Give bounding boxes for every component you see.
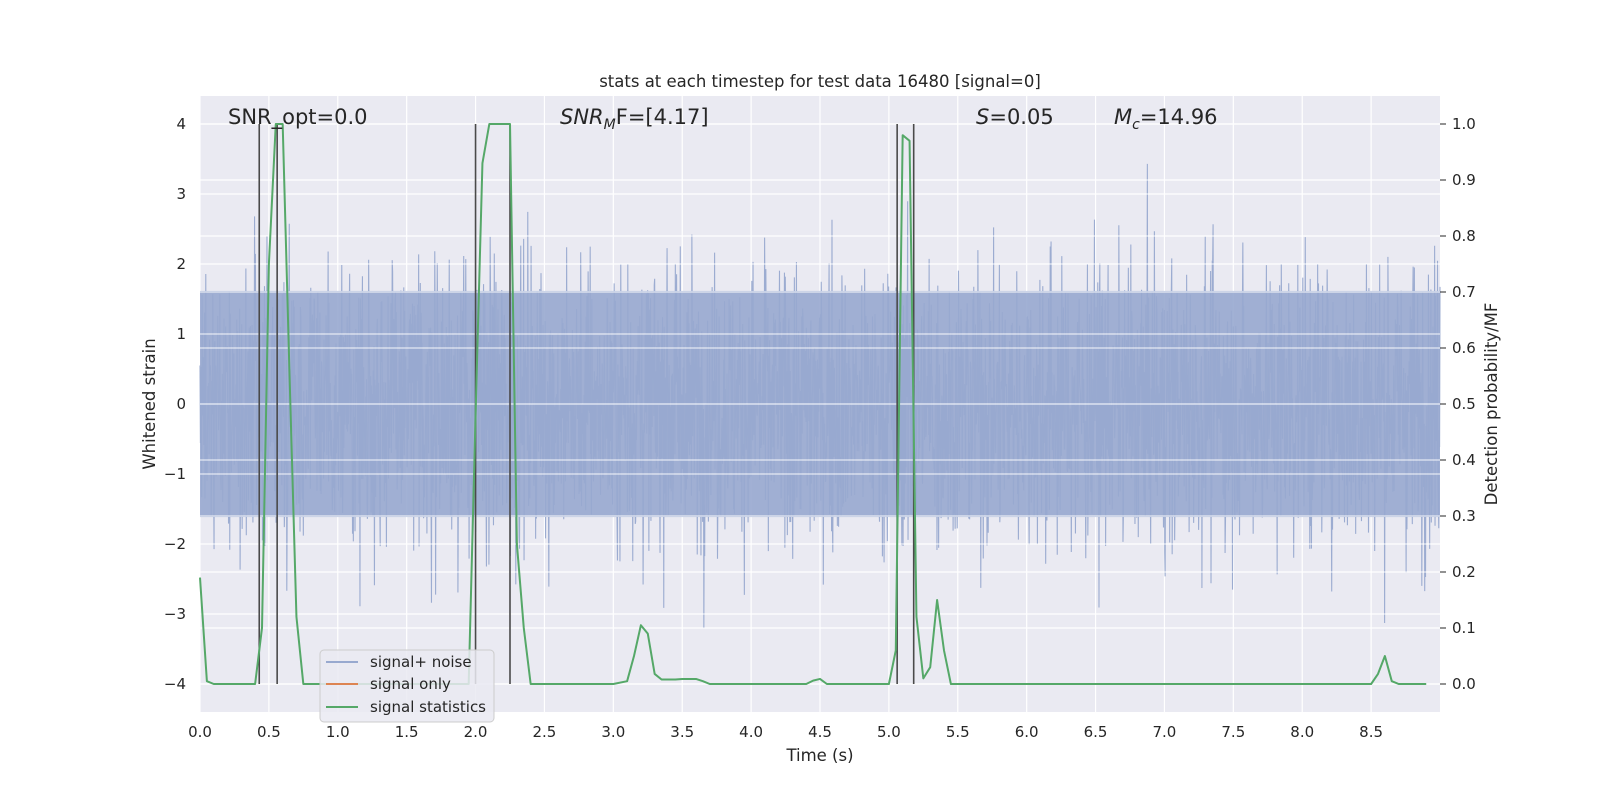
y-right-tick-label: 0.2 (1452, 563, 1476, 581)
y-left-axis-ticks: −4 −3 −2 −1 0 1 2 3 4 (164, 115, 186, 693)
chart-title: stats at each timestep for test data 164… (599, 72, 1041, 91)
y-left-axis-label: Whitened strain (140, 338, 159, 469)
x-tick-label: 2.0 (464, 723, 488, 741)
mc-main: M (1114, 105, 1132, 129)
x-tick-label: 5.0 (877, 723, 901, 741)
y-right-tick-label: 0.9 (1452, 171, 1476, 189)
x-tick-label: 4.5 (808, 723, 832, 741)
x-tick-label: 1.5 (395, 723, 419, 741)
legend-label-signal-only: signal only (370, 675, 451, 693)
s-annotation: S=0.05 (976, 105, 1054, 129)
x-tick-label: 8.0 (1290, 723, 1314, 741)
snr-mf-annotation: SNRMF=[4.17] (560, 105, 709, 133)
y-right-tick-label: 0.4 (1452, 451, 1476, 469)
x-tick-label: 6.5 (1084, 723, 1108, 741)
y-left-tick-label: −3 (164, 605, 186, 623)
y-right-tick-label: 0.8 (1452, 227, 1476, 245)
snr-mf-subscript: M (604, 117, 616, 133)
x-tick-label: 7.0 (1153, 723, 1177, 741)
y-right-axis-ticks: 0.0 0.1 0.2 0.3 0.4 0.5 0.6 0.7 0.8 0.9 1.0 (1440, 115, 1476, 693)
x-tick-label: 3.5 (670, 723, 694, 741)
mc-annotation: Mc=14.96 (1114, 105, 1218, 133)
s-main: S (976, 105, 989, 129)
y-left-tick-label: 1 (176, 325, 186, 343)
snr-mf-value: F=[4.17] (616, 105, 709, 129)
x-tick-label: 6.0 (1015, 723, 1039, 741)
snr-mf-main: SNR (560, 105, 604, 129)
y-right-tick-label: 0.0 (1452, 675, 1476, 693)
signal-noise-series (199, 123, 1441, 685)
x-tick-label: 4.0 (739, 723, 763, 741)
y-left-tick-label: 0 (176, 395, 186, 413)
y-left-tick-label: 2 (176, 255, 186, 273)
y-right-tick-label: 0.7 (1452, 283, 1476, 301)
legend: signal+ noise signal only signal statist… (319, 649, 495, 723)
y-right-tick-label: 1.0 (1452, 115, 1476, 133)
x-tick-label: 1.0 (326, 723, 350, 741)
x-tick-label: 2.5 (533, 723, 557, 741)
y-right-tick-label: 0.3 (1452, 507, 1476, 525)
snr-opt-annotation: SNR_opt=0.0 (228, 105, 368, 130)
y-left-tick-label: −2 (164, 535, 186, 553)
x-tick-label: 8.5 (1359, 723, 1383, 741)
signal-statistics-line (199, 123, 1427, 685)
y-left-tick-label: −1 (164, 465, 186, 483)
y-left-tick-label: −4 (164, 675, 186, 693)
x-tick-label: 0.5 (257, 723, 281, 741)
x-tick-label: 0.0 (188, 723, 212, 741)
x-axis-label: Time (s) (785, 746, 853, 765)
mc-value: =14.96 (1140, 105, 1218, 129)
x-axis-ticks: 0.0 0.5 1.0 1.5 2.0 2.5 3.0 3.5 4.0 4.5 5.0 5.5 6.0 6… (188, 723, 1383, 741)
y-left-tick-label: 3 (176, 185, 186, 203)
x-tick-label: 5.5 (946, 723, 970, 741)
s-value: =0.05 (989, 105, 1053, 129)
legend-label-statistics: signal statistics (370, 698, 486, 716)
y-right-tick-label: 0.6 (1452, 339, 1476, 357)
y-right-axis-label: Detection probability/MF (1482, 303, 1501, 506)
mc-subscript: c (1132, 117, 1140, 133)
legend-label-noise: signal+ noise (370, 653, 472, 671)
y-right-tick-label: 0.5 (1452, 395, 1476, 413)
y-right-tick-label: 0.1 (1452, 619, 1476, 637)
x-tick-label: 7.5 (1221, 723, 1245, 741)
signal-statistics-series (199, 123, 1427, 685)
y-left-tick-label: 4 (176, 115, 186, 133)
x-tick-label: 3.0 (601, 723, 625, 741)
legend-box (319, 649, 495, 723)
